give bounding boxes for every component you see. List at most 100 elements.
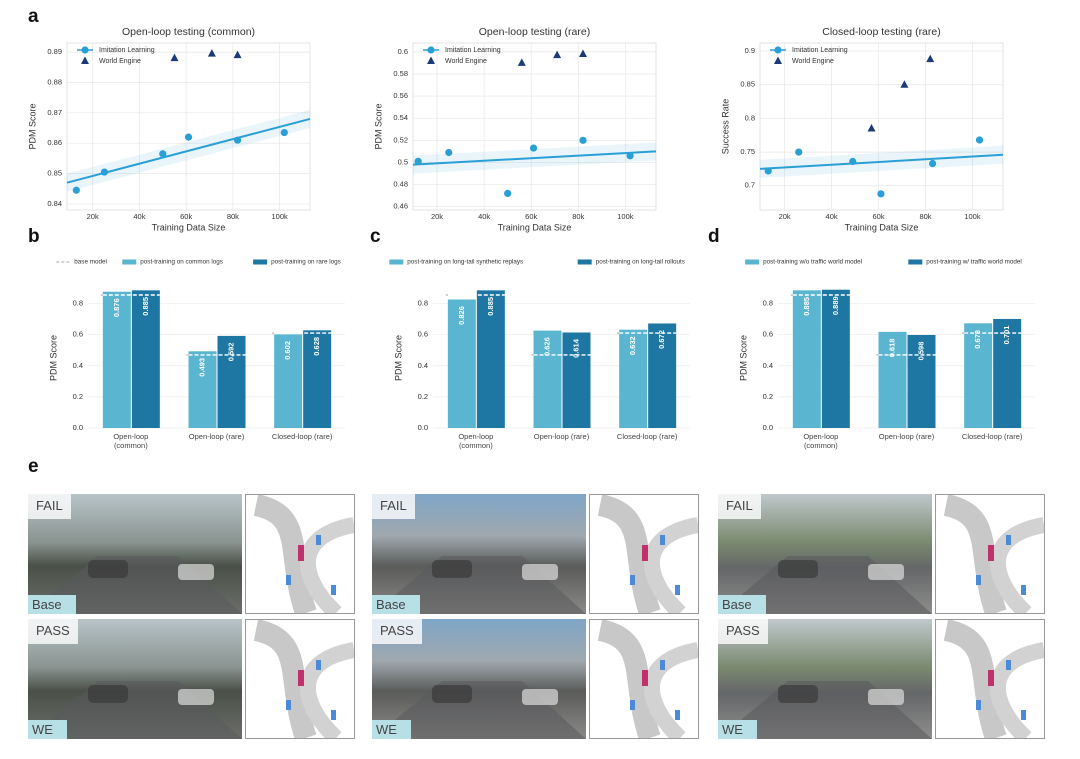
x-tick-label: Open-loop (common) <box>113 432 149 450</box>
bar-value-label: 0.826 <box>457 306 466 325</box>
bar-value-label: 0.618 <box>887 338 896 357</box>
legend-label: post-training w/o traffic world model <box>763 259 862 266</box>
y-axis-label: PDM Score <box>373 103 383 149</box>
circle-marker <box>626 152 634 160</box>
y-tick-label: 0.2 <box>418 392 428 401</box>
model-label: Base <box>28 595 76 614</box>
bar-value-label: 0.889 <box>831 296 840 315</box>
bar <box>274 334 303 428</box>
x-tick-label: Closed-loop (rare) <box>961 432 1023 441</box>
y-axis-label: PDM Score <box>48 335 58 381</box>
bar <box>562 332 591 428</box>
triangle-marker <box>579 49 588 58</box>
triangle-marker <box>517 58 526 66</box>
bar <box>792 290 821 428</box>
chart-title: Open-loop testing (common) <box>122 26 255 38</box>
bar-value-label: 0.885 <box>141 297 150 316</box>
bar <box>821 289 850 428</box>
status-label: PASS <box>372 619 422 644</box>
camera-image: PASS WE <box>28 619 242 739</box>
x-tick-label: 60k <box>525 212 537 221</box>
bar <box>217 335 246 428</box>
legend-swatch <box>577 259 592 265</box>
triangle-marker <box>81 56 89 64</box>
y-tick-label: 0.46 <box>393 202 408 211</box>
y-tick-label: 0.4 <box>73 361 83 370</box>
bar-value-label: 0.673 <box>973 330 982 349</box>
circle-marker <box>184 133 193 141</box>
map-drawing <box>597 494 700 619</box>
map-drawing <box>253 494 356 619</box>
map-image <box>245 619 356 744</box>
legend-label: base model <box>74 259 107 266</box>
legend-label: Imitation Learning <box>445 47 501 54</box>
y-tick-label: 0.8 <box>745 113 755 122</box>
panel-letter: c <box>370 226 381 247</box>
y-tick-label: 0.54 <box>393 113 408 122</box>
fit-line <box>412 150 657 166</box>
bar <box>303 330 332 428</box>
status-label: PASS <box>718 619 768 644</box>
circle-marker <box>445 148 453 157</box>
circle-marker <box>975 136 984 144</box>
circle-marker <box>504 189 512 198</box>
circle-marker <box>414 157 422 165</box>
plot-frame <box>66 42 311 211</box>
status-label: FAIL <box>372 494 415 519</box>
y-tick-label: 0.8 <box>763 299 773 308</box>
bar <box>619 329 648 428</box>
circle-marker <box>529 144 538 152</box>
circle-marker <box>764 167 772 175</box>
circle-marker <box>774 46 782 54</box>
circle-marker <box>159 150 167 158</box>
circle-marker <box>280 128 288 137</box>
status-label: FAIL <box>28 494 71 519</box>
y-tick-label: 0.7 <box>745 181 755 190</box>
fit-line <box>759 153 1004 170</box>
y-tick-label: 0.6 <box>398 47 408 56</box>
y-tick-label: 0.5 <box>398 157 408 166</box>
y-tick-label: 0.75 <box>740 147 755 156</box>
charts: Open-loop testing (common) 0.84 0.85 0.86 0.… <box>27 26 1035 432</box>
status-label: PASS <box>28 619 78 644</box>
panel-letter: d <box>708 226 720 247</box>
map-image <box>589 494 700 619</box>
triangle-marker <box>900 80 909 88</box>
y-tick-label: 0.48 <box>393 180 408 189</box>
bar <box>447 299 476 428</box>
circle-marker <box>233 136 242 144</box>
y-tick-label: 0.85 <box>740 80 755 89</box>
legend-swatch <box>122 259 137 265</box>
x-tick-label: 80k <box>227 212 239 221</box>
triangle-marker <box>867 124 876 132</box>
y-tick-label: 0.2 <box>73 392 83 401</box>
triangle-marker <box>170 53 179 62</box>
legend-label: post-training on common logs <box>140 259 223 266</box>
legend-swatch <box>908 259 923 265</box>
x-axis-label: Training Data Size <box>152 222 226 232</box>
x-tick-label: 100k <box>271 212 288 221</box>
camera-image: PASS WE <box>718 619 932 739</box>
x-tick-label: Open-loop (rare) <box>188 432 245 441</box>
y-tick-label: 0.8 <box>73 299 83 308</box>
camera-image: FAIL Base <box>28 494 242 614</box>
x-tick-label: 100k <box>964 212 981 221</box>
y-tick-label: 0.52 <box>393 135 408 144</box>
model-label: Base <box>372 595 420 614</box>
triangle-marker <box>427 56 435 64</box>
bar-value-label: 0.592 <box>226 343 235 362</box>
scene-drawing <box>28 556 242 614</box>
legend-swatch <box>253 259 268 265</box>
x-tick-label: 60k <box>180 212 192 221</box>
x-axis-label: Training Data Size <box>845 222 919 232</box>
x-tick-label: Open-loop (rare) <box>533 432 590 441</box>
legend-swatch <box>745 259 760 265</box>
y-axis-label: PDM Score <box>738 335 748 381</box>
bar-value-label: 0.493 <box>197 358 206 377</box>
bar-value-label: 0.626 <box>542 337 551 356</box>
triangle-marker <box>233 50 242 59</box>
y-tick-label: 0.4 <box>763 361 773 370</box>
bar-value-label: 0.602 <box>283 341 292 360</box>
scene: FAIL Base PASS WE <box>718 494 1048 744</box>
x-tick-label: Closed-loop (rare) <box>616 432 678 441</box>
